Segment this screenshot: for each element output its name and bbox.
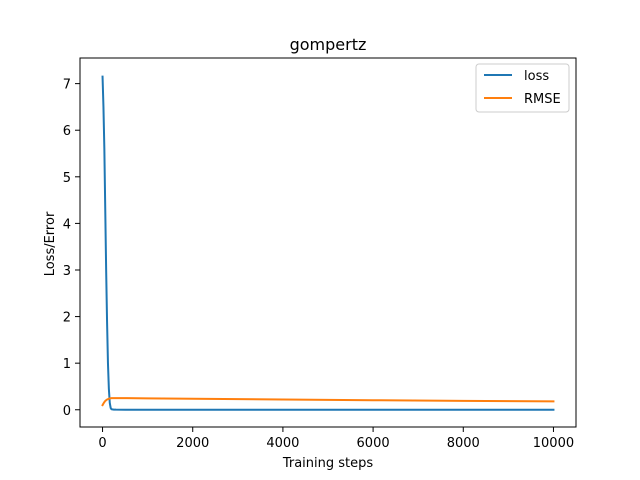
legend-label-loss: loss xyxy=(524,69,549,84)
series-line-loss xyxy=(101,75,555,411)
y-tick-label: 1 xyxy=(63,357,71,372)
y-tick-label: 7 xyxy=(63,78,71,93)
legend: loss RMSE xyxy=(475,63,570,113)
plot-area: 0 2000 4000 6000 8000 10000 0 1 2 3 4 5 6 7 xyxy=(63,57,577,451)
y-tick-label: 3 xyxy=(63,264,71,279)
x-tick-label: 6000 xyxy=(357,436,390,451)
y-axis-label: Loss/Error xyxy=(43,211,58,276)
x-axis-label: Training steps xyxy=(282,456,374,471)
y-tick-label: 6 xyxy=(63,124,71,139)
chart-title: gompertz xyxy=(290,35,367,54)
x-tick-label: 4000 xyxy=(266,436,299,451)
y-tick-label: 4 xyxy=(63,217,71,232)
y-tick-label: 5 xyxy=(63,171,71,186)
x-tick-label: 2000 xyxy=(176,436,209,451)
y-tick-label: 0 xyxy=(63,404,71,419)
axes-frame xyxy=(79,57,577,428)
x-tick-label: 8000 xyxy=(447,436,480,451)
series-line-rmse xyxy=(101,397,555,407)
x-tick-label: 0 xyxy=(98,436,106,451)
x-tick-label: 10000 xyxy=(533,436,574,451)
y-tick-label: 2 xyxy=(63,311,71,326)
legend-label-rmse: RMSE xyxy=(524,92,561,107)
